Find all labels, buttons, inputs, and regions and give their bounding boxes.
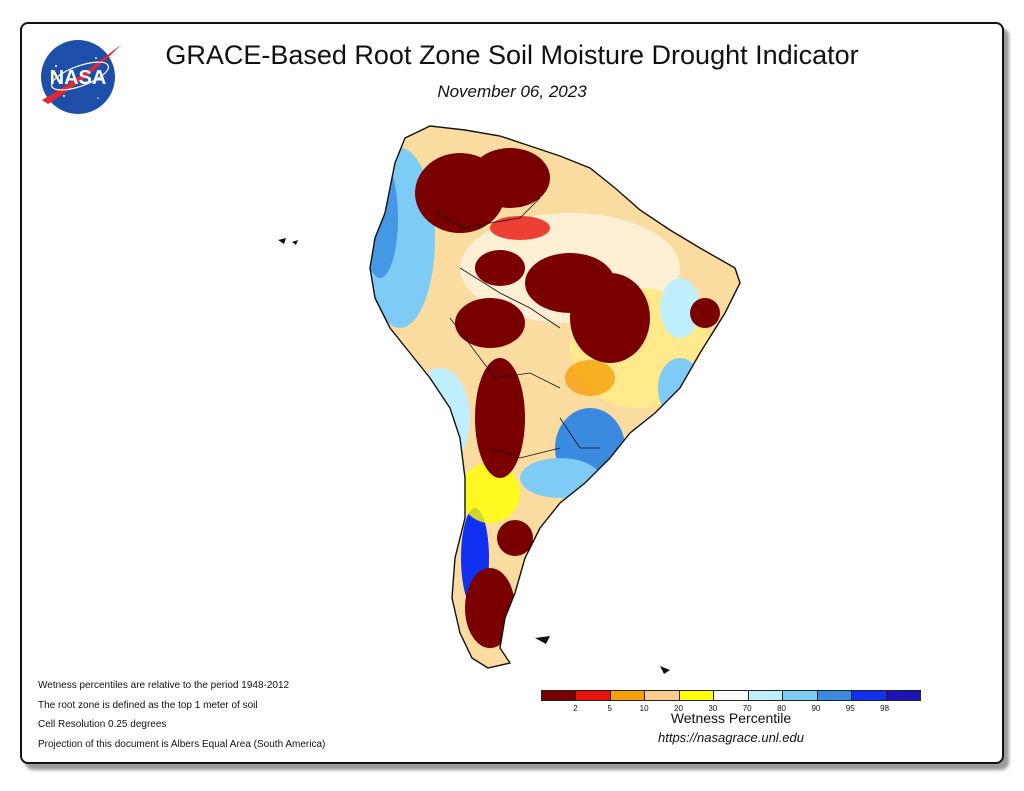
legend-swatch [610, 691, 646, 700]
legend-swatch [783, 691, 818, 700]
nasa-logo: NASA [41, 40, 122, 114]
note-line: Wetness percentiles are relative to the … [38, 680, 290, 691]
note-line: Cell Resolution 0.25 degrees [38, 719, 167, 730]
legend-tick-label: 98 [880, 704, 890, 713]
page-title: GRACE-Based Root Zone Soil Moisture Drou… [165, 40, 859, 70]
legend-title: Wetness Percentile [670, 710, 792, 726]
legend-swatch [645, 691, 680, 700]
note-line: The root zone is defined as the top 1 me… [38, 699, 258, 711]
source-url[interactable]: https://nasagrace.unl.edu [658, 730, 804, 745]
nasa-logo-text: NASA [50, 67, 107, 89]
legend-tick-label: 70 [742, 704, 752, 713]
legend-color-bar [541, 690, 921, 701]
legend-tick-label: 30 [708, 704, 718, 713]
map-notes: Wetness percentiles are relative to the … [38, 676, 325, 754]
legend-swatch [679, 691, 715, 700]
note-line: Projection of this document is Albers Eq… [38, 738, 326, 750]
legend-swatch [852, 691, 887, 700]
legend-swatch [748, 691, 784, 700]
legend-tick-label: 20 [674, 704, 683, 713]
legend-tick-label: 2 [573, 704, 578, 713]
legend-swatch [886, 691, 920, 700]
legend-swatch [817, 691, 853, 700]
islands [278, 238, 670, 674]
continent-border [369, 125, 741, 669]
legend-swatch [542, 691, 577, 700]
legend-tick-label: 95 [845, 704, 855, 713]
map-date: November 06, 2023 [437, 82, 587, 101]
south-america-drought-map [278, 125, 741, 674]
legend: 2 5 10 20 30 70 80 90 95 98 Wetness Percentile ht… [541, 690, 921, 745]
legend-swatch [714, 691, 749, 700]
legend-tick-label: 80 [777, 704, 786, 713]
legend-tick-label: 5 [607, 704, 612, 713]
legend-tick-label: 90 [811, 704, 821, 713]
legend-ticks: 2 5 10 20 30 70 80 90 95 98 [541, 701, 921, 714]
legend-tick-label: 10 [639, 704, 649, 713]
legend-swatch [576, 691, 611, 700]
